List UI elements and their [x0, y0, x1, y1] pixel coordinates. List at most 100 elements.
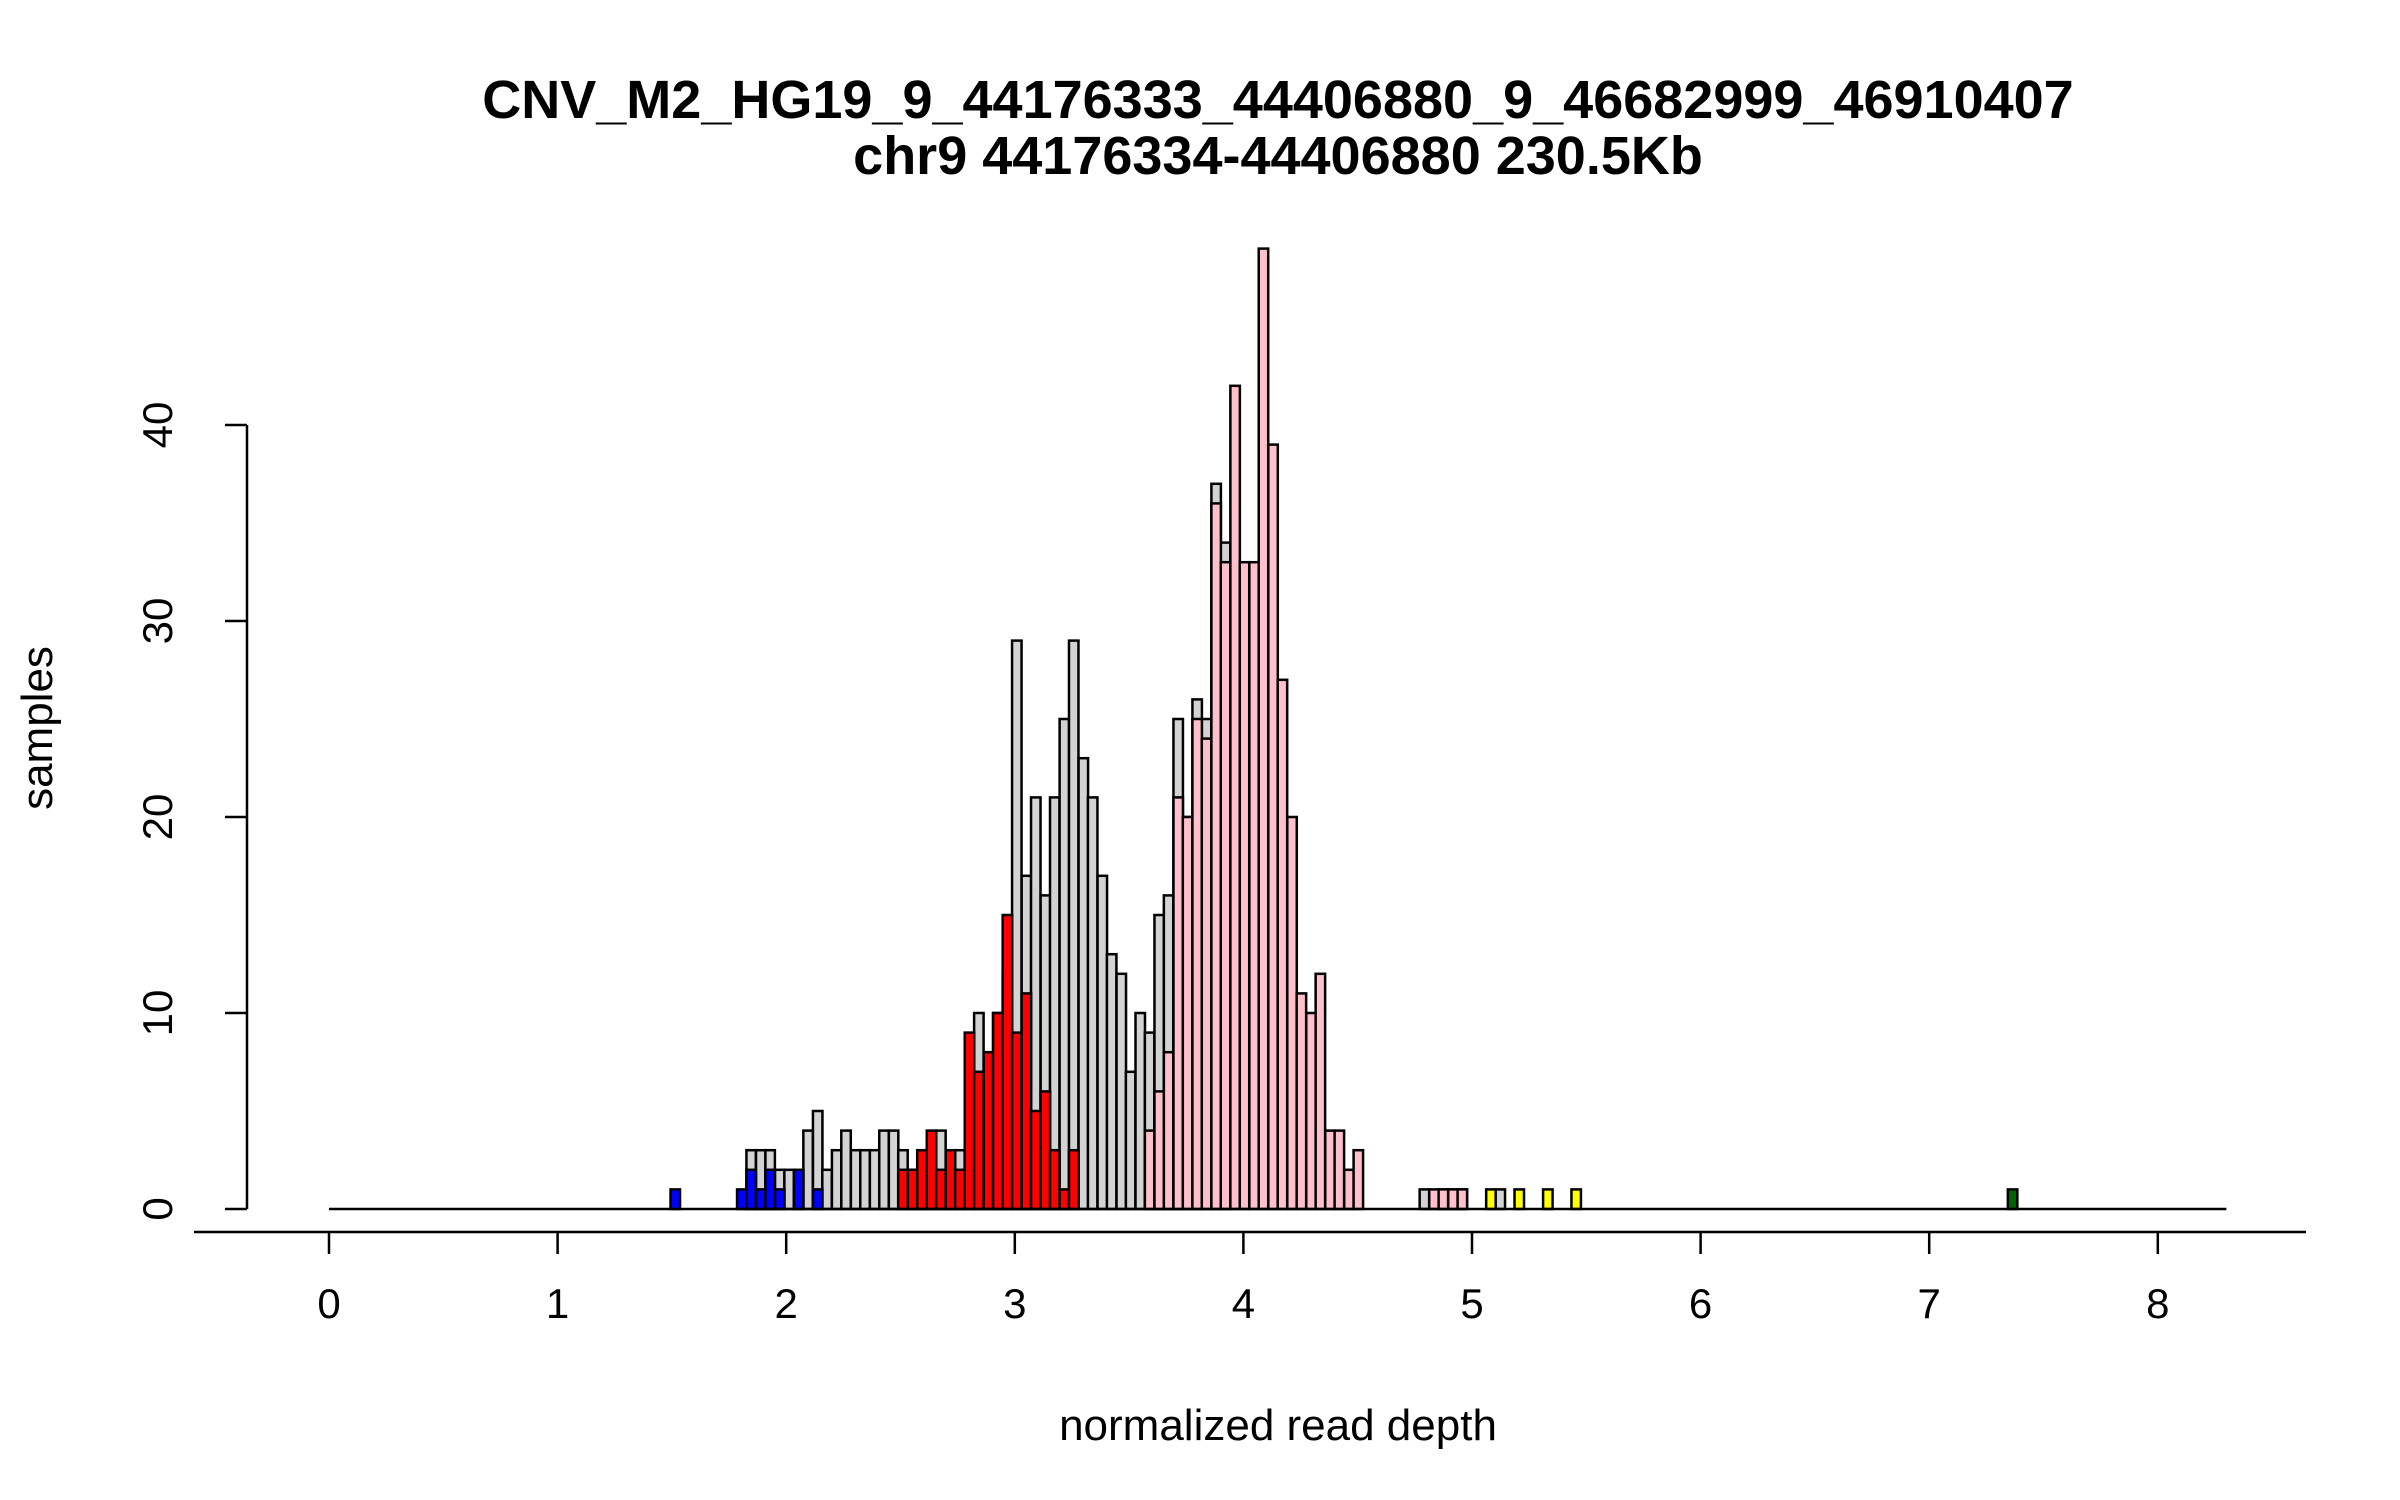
bar-pink-6: [1200, 737, 1213, 1211]
bar-blue-6: [792, 1168, 805, 1211]
bar-pink-10: [1238, 560, 1251, 1211]
bar-yellow-3: [1570, 1188, 1583, 1211]
bar-green-0: [2006, 1188, 2019, 1211]
bar-red-9: [982, 1050, 995, 1211]
bar-red-5: [944, 1148, 957, 1211]
histogram-bars: [669, 247, 2019, 1211]
bar-pink-5: [1191, 717, 1204, 1211]
bar-pink-3: [1172, 796, 1185, 1211]
y-tick-label-0: 0: [134, 1197, 181, 1220]
bar-blue-3: [754, 1188, 767, 1211]
bar-pink-25: [1446, 1188, 1459, 1211]
bar-pink-14: [1276, 678, 1289, 1211]
bar-pink-21: [1342, 1168, 1355, 1211]
bar-grey-41: [1134, 1011, 1147, 1211]
bar-pink-7: [1210, 502, 1223, 1211]
bar-pink-9: [1229, 384, 1242, 1211]
bar-grey-12: [859, 1148, 872, 1211]
bar-grey-40: [1124, 1070, 1137, 1211]
x-tick-label-2: 2: [775, 1280, 798, 1327]
y-tick-label-40: 40: [134, 402, 181, 449]
bar-pink-11: [1248, 560, 1261, 1211]
bar-pink-17: [1305, 1011, 1318, 1211]
bar-pink-0: [1143, 1129, 1156, 1211]
y-axis: 0 10 20 30 40: [134, 402, 249, 1221]
bar-grey-11: [849, 1148, 862, 1211]
bar-pink-26: [1456, 1188, 1469, 1211]
chart-subtitle: chr9 44176334-44406880 230.5Kb: [853, 126, 1703, 186]
x-tick-label-1: 1: [546, 1280, 569, 1327]
bar-grey-4: [783, 1168, 796, 1211]
x-tick-label-4: 4: [1232, 1280, 1255, 1327]
bar-grey-9: [830, 1148, 843, 1211]
x-tick-label-8: 8: [2146, 1280, 2169, 1327]
bar-pink-2: [1162, 1050, 1175, 1211]
bar-red-17: [1058, 1188, 1071, 1211]
bar-pink-13: [1267, 443, 1280, 1211]
bar-yellow-0: [1484, 1188, 1497, 1211]
bar-pink-12: [1257, 247, 1270, 1211]
bar-grey-55: [1494, 1188, 1507, 1211]
bar-blue-5: [773, 1188, 786, 1211]
bar-red-10: [991, 1011, 1004, 1211]
bar-grey-32: [1048, 796, 1061, 1211]
bar-grey-6: [802, 1129, 815, 1211]
bar-red-0: [896, 1168, 909, 1211]
bar-pink-8: [1219, 560, 1232, 1211]
bar-grey-14: [877, 1129, 890, 1211]
bar-blue-2: [745, 1168, 758, 1211]
bar-grey-37: [1096, 874, 1109, 1211]
bar-red-4: [934, 1168, 947, 1211]
bar-pink-22: [1352, 1148, 1365, 1211]
bar-red-3: [925, 1129, 938, 1211]
bar-grey-8: [821, 1168, 834, 1211]
bar-grey-13: [868, 1148, 881, 1211]
bar-red-16: [1048, 1148, 1061, 1211]
x-tick-label-6: 6: [1689, 1280, 1712, 1327]
bar-red-14: [1029, 1109, 1042, 1211]
bar-red-2: [915, 1148, 928, 1211]
bar-blue-7: [811, 1188, 824, 1211]
bar-blue-1: [735, 1188, 748, 1211]
bar-red-13: [1020, 992, 1033, 1211]
bar-pink-23: [1428, 1188, 1440, 1211]
bar-pink-1: [1153, 1090, 1166, 1211]
bar-red-15: [1039, 1090, 1052, 1211]
bar-grey-51: [1418, 1188, 1431, 1211]
bar-red-7: [963, 1031, 976, 1211]
bar-pink-24: [1437, 1188, 1450, 1211]
bar-red-11: [1001, 913, 1014, 1211]
bar-red-18: [1067, 1148, 1080, 1211]
y-tick-label-30: 30: [134, 598, 181, 645]
x-tick-label-0: 0: [317, 1280, 340, 1327]
x-axis-label: normalized read depth: [1059, 1401, 1497, 1450]
bar-pink-20: [1333, 1129, 1346, 1211]
bar-grey-38: [1105, 952, 1118, 1211]
chart-title: CNV_M2_HG19_9_44176333_44406880_9_466829…: [482, 70, 2073, 130]
x-tick-label-3: 3: [1003, 1280, 1026, 1327]
bar-red-6: [953, 1168, 966, 1211]
y-tick-label-10: 10: [134, 990, 181, 1037]
bar-red-12: [1010, 1031, 1023, 1211]
x-axis: 0 1 2 3 4 5 6 7 8: [194, 1230, 2306, 1327]
bar-yellow-1: [1513, 1188, 1526, 1211]
bar-grey-10: [840, 1129, 853, 1211]
y-tick-label-20: 20: [134, 794, 181, 841]
bar-grey-39: [1115, 972, 1128, 1211]
bar-grey-15: [887, 1129, 900, 1211]
bar-pink-16: [1295, 992, 1308, 1211]
bar-yellow-2: [1541, 1188, 1554, 1211]
bar-grey-34: [1067, 639, 1080, 1211]
bar-blue-4: [764, 1168, 777, 1211]
bar-pink-15: [1286, 815, 1299, 1211]
bar-red-8: [972, 1070, 985, 1211]
bar-pink-19: [1323, 1129, 1336, 1211]
bar-grey-36: [1086, 796, 1099, 1211]
bar-grey-33: [1058, 717, 1071, 1211]
bar-grey-35: [1077, 756, 1090, 1211]
x-tick-label-7: 7: [1918, 1280, 1941, 1327]
bar-pink-4: [1181, 815, 1194, 1211]
bar-blue-0: [669, 1188, 682, 1211]
y-axis-label: samples: [13, 646, 62, 810]
